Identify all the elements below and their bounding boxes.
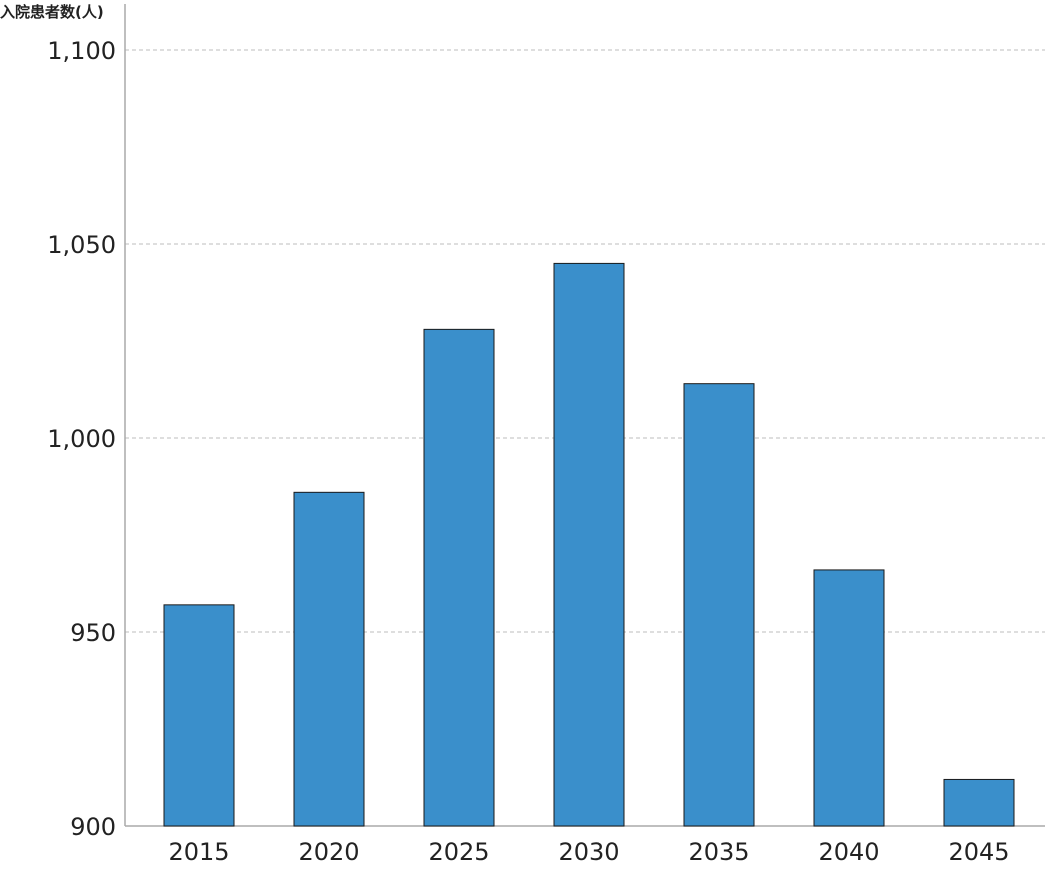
- y-tick-labels: 900 950 1,000 1,050 1,100: [47, 37, 116, 841]
- x-tick-label: 2030: [558, 838, 619, 866]
- x-tick-labels: 2015 2020 2025 2030 2035 2040 2045: [168, 838, 1009, 866]
- y-tick-label: 1,100: [47, 37, 116, 65]
- bar-2045: [943, 778, 1015, 827]
- y-axis-title: 入院患者数(人): [0, 3, 104, 21]
- bar-2040: [813, 569, 885, 827]
- y-tick-label: 1,000: [47, 425, 116, 453]
- y-tick-label: 950: [70, 619, 116, 647]
- x-tick-label: 2040: [818, 838, 879, 866]
- x-tick-label: 2045: [948, 838, 1009, 866]
- x-tick-label: 2025: [428, 838, 489, 866]
- x-tick-label: 2015: [168, 838, 229, 866]
- y-tick-label: 900: [70, 813, 116, 841]
- bar-2020: [293, 491, 365, 827]
- bars: [163, 262, 1015, 827]
- bar-2030: [553, 262, 625, 827]
- x-tick-label: 2035: [688, 838, 749, 866]
- y-tick-label: 1,050: [47, 231, 116, 259]
- x-tick-label: 2020: [298, 838, 359, 866]
- gridlines: [125, 49, 1045, 633]
- bar-2015: [163, 604, 235, 827]
- bar-2025: [423, 328, 495, 827]
- bar-2035: [683, 383, 755, 827]
